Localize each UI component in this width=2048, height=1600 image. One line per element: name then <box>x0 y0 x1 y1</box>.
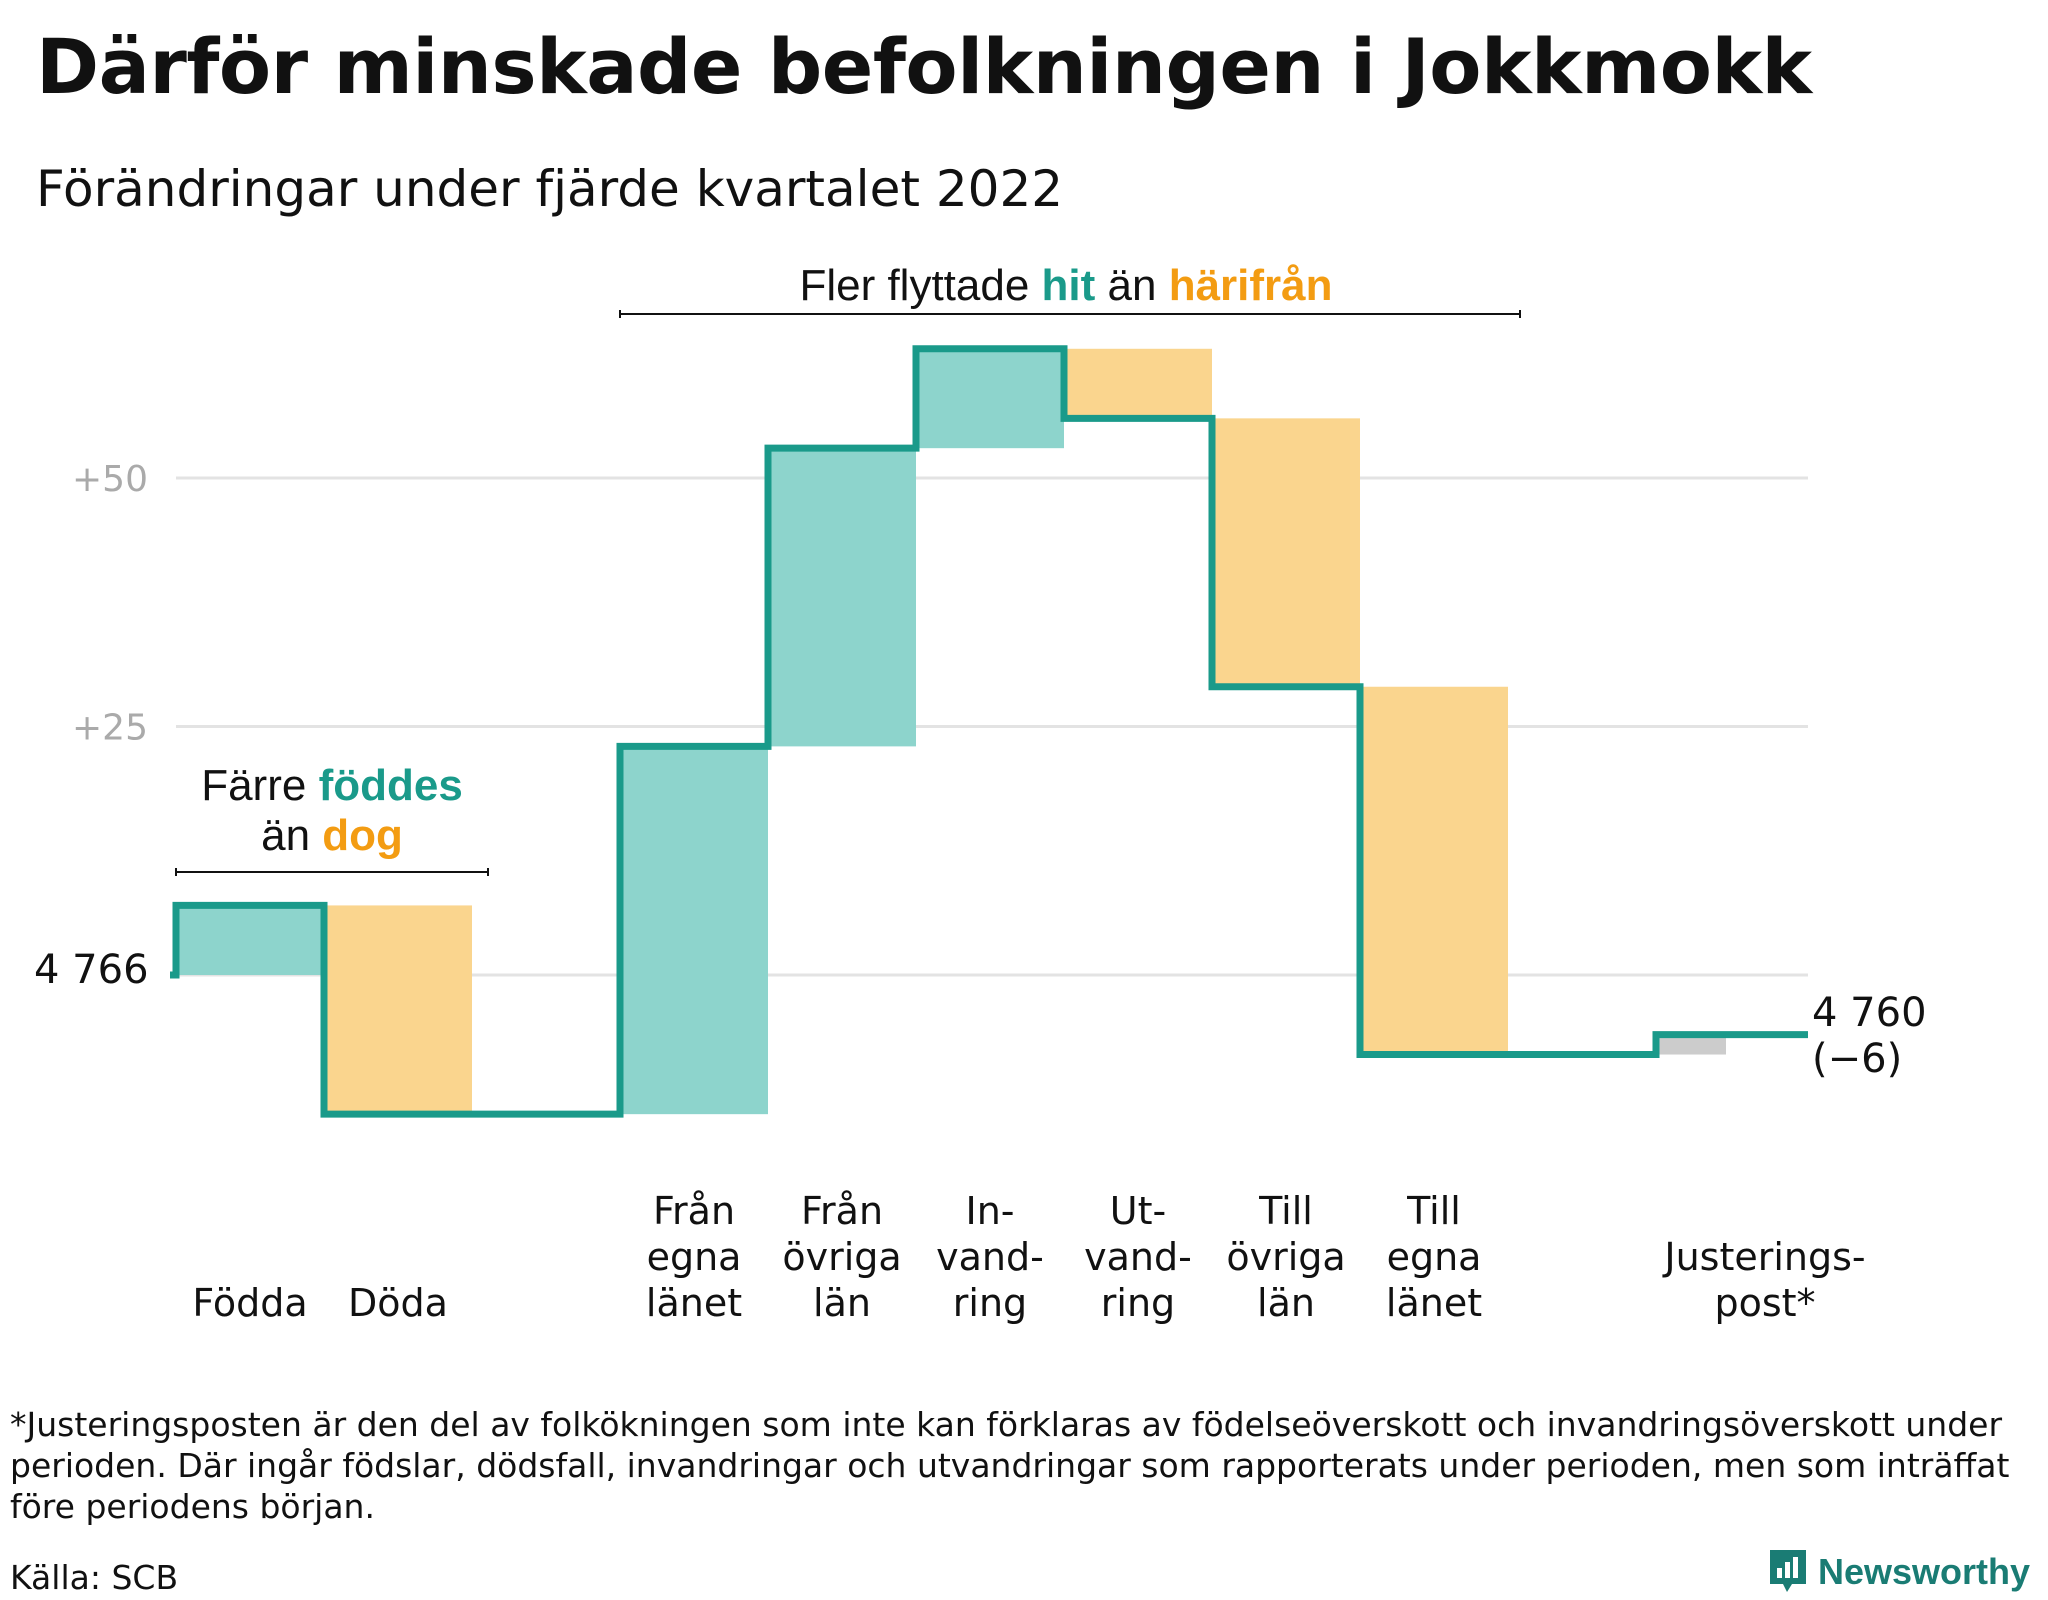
category-label: In- <box>965 1189 1014 1233</box>
category-label: ring <box>1101 1281 1175 1325</box>
migration-annotation-text: Fler flyttade hit än härifrån <box>799 261 1332 310</box>
category-label: Till <box>1258 1189 1313 1233</box>
migration-annotation: Fler flyttade hit än härifrån <box>619 261 1521 318</box>
y-tick-label: +50 <box>72 459 148 500</box>
births-annotation-line2: än dog <box>261 811 403 860</box>
category-label: egna <box>1387 1235 1482 1279</box>
category-label: Justerings- <box>1662 1235 1865 1279</box>
category-label: län <box>813 1281 871 1325</box>
footnote: *Justeringsposten är den del av folkökni… <box>10 1405 2010 1526</box>
category-label: Från <box>801 1189 883 1233</box>
end-change-label: (−6) <box>1812 1036 1902 1082</box>
category-label: vand- <box>1084 1235 1192 1279</box>
category-label: ring <box>953 1281 1027 1325</box>
bar-5 <box>916 348 1064 449</box>
category-label: övriga <box>782 1235 901 1279</box>
bar-3 <box>620 746 768 1115</box>
chart-title: Därför minskade befolkningen i Jokkmokk <box>36 22 1812 111</box>
bar-1 <box>324 905 472 1115</box>
brand-name: Newsworthy <box>1818 1551 2031 1592</box>
category-label: övriga <box>1226 1235 1345 1279</box>
waterfall-chart: +25+50 Födda DödaFrånegnalänetFrånövrigal… <box>34 261 1927 1325</box>
bar-6 <box>1064 348 1212 419</box>
category-label: vand- <box>936 1235 1044 1279</box>
category-label: Till <box>1406 1189 1461 1233</box>
category-label: post* <box>1714 1281 1815 1325</box>
category-label: egna <box>647 1235 742 1279</box>
bars <box>176 348 1726 1115</box>
category-label: Födda <box>192 1281 307 1325</box>
bar-0 <box>176 905 324 975</box>
bar-8 <box>1360 686 1508 1055</box>
category-label: Döda <box>348 1281 448 1325</box>
y-tick-labels: +25 +50 <box>72 459 148 749</box>
category-labels: Födda DödaFrånegnalänetFrånövrigalänIn-va… <box>192 1189 1865 1325</box>
category-label: Ut- <box>1110 1189 1166 1233</box>
births-annotation-line1: Färre föddes <box>201 761 463 810</box>
category-label: län <box>1257 1281 1315 1325</box>
bar-4 <box>768 448 916 747</box>
bar-10 <box>1656 1034 1726 1055</box>
births-annotation: Färre föddes än dog <box>175 761 489 876</box>
births-bracket <box>175 868 489 876</box>
gridlines <box>176 476 1808 977</box>
y-tick-label: +25 <box>72 708 148 749</box>
migration-bracket <box>619 310 1521 318</box>
category-label: länet <box>646 1281 742 1325</box>
bar-7 <box>1212 418 1360 687</box>
start-value-label: 4 766 <box>34 947 149 993</box>
end-value-label: 4 760 <box>1812 990 1927 1036</box>
source-label: Källa: SCB <box>10 1558 179 1597</box>
category-label: länet <box>1386 1281 1482 1325</box>
chart-subtitle: Förändringar under fjärde kvartalet 2022 <box>36 160 1064 218</box>
category-label: Från <box>653 1189 735 1233</box>
running-total-line <box>170 345 1808 1118</box>
newsworthy-logo-icon <box>1770 1550 1806 1592</box>
brand-logo: Newsworthy <box>1768 1548 2030 1596</box>
